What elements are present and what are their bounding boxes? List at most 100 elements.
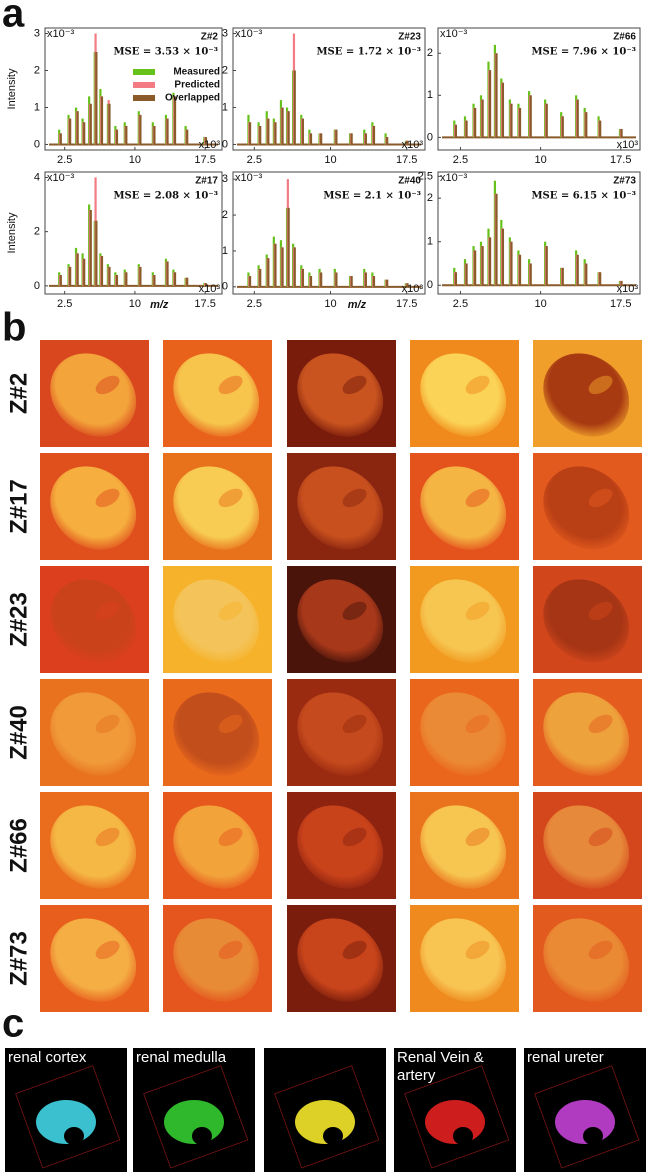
y-tick-label: 0 (222, 138, 228, 150)
tissue-hilum (342, 714, 367, 734)
tissue-section (297, 692, 384, 776)
y-tick-label: 3 (222, 173, 228, 185)
legend-swatch (133, 69, 155, 75)
legend-label: Measured (173, 67, 220, 78)
mse-annotation: MSE = 3.53 × 10⁻³ (113, 47, 218, 58)
tissue-section (297, 918, 384, 1002)
y-tick-label: 2 (427, 47, 433, 59)
render-label: renal medulla (136, 1049, 227, 1066)
y-tick-label: 2 (427, 192, 433, 204)
x-axis-label: m/z (150, 299, 169, 311)
tissue-section (173, 466, 260, 550)
plot-frame (232, 27, 426, 151)
chart-title: Z#23 (398, 32, 421, 43)
x-multiplier: x10³ (199, 283, 221, 295)
tissue-hilum (465, 827, 490, 847)
tissue-section (50, 353, 137, 437)
plot-frame (437, 27, 641, 151)
tissue-hilum (218, 714, 243, 734)
tissue-hilum (588, 601, 613, 621)
y-tick-label: 3 (222, 27, 228, 39)
y-tick-label: 1 (427, 236, 433, 248)
tissue-section (543, 353, 630, 437)
tissue-section (543, 579, 630, 663)
x-tick-label: 17.5 (610, 298, 631, 310)
x-tick-label: 10 (534, 154, 546, 166)
tissue-hilum (95, 601, 120, 621)
chart-title: Z#66 (613, 32, 636, 43)
x-tick-label: 2.5 (57, 298, 72, 310)
render-notch (192, 1127, 212, 1145)
tissue-hilum (465, 375, 490, 395)
tissue-hilum (465, 714, 490, 734)
tissue-section (420, 805, 507, 889)
y-tick-label: 1 (427, 89, 433, 101)
plot-frame (437, 171, 641, 295)
render-box (15, 1065, 121, 1169)
y-tick-label: 3 (34, 27, 40, 39)
y-tick-label: 4 (34, 171, 40, 183)
render-notch (64, 1127, 84, 1145)
x-tick-label: 2.5 (453, 154, 468, 166)
tissue-section (420, 353, 507, 437)
render-notch (453, 1127, 473, 1145)
mse-annotation: MSE = 1.72 × 10⁻³ (316, 47, 421, 58)
tissue-section (543, 692, 630, 776)
tissue-section (543, 918, 630, 1002)
tissue-hilum (342, 940, 367, 960)
y-tick-label: 0 (34, 280, 40, 292)
chart-title: Z#17 (195, 176, 218, 187)
x-tick-label: 17.5 (610, 154, 631, 166)
x-tick-label: 2.5 (453, 298, 468, 310)
y-multiplier: x10⁻³ (440, 28, 468, 40)
tissue-section (420, 918, 507, 1002)
row-label: Z#40 (5, 705, 32, 760)
row-label: Z#2 (5, 373, 32, 414)
y-tick-label: 0 (427, 131, 433, 143)
tissue-hilum (95, 940, 120, 960)
x-tick-label: 17.5 (194, 154, 215, 166)
tissue-section (543, 466, 630, 550)
tissue-section (50, 918, 137, 1002)
y-multiplier: x10⁻³ (440, 172, 468, 184)
y-tick-label: 2 (222, 64, 228, 76)
render-notch (583, 1127, 603, 1145)
tissue-hilum (588, 488, 613, 508)
render-label: Renal Vein & artery (397, 1049, 484, 1084)
render-box (274, 1065, 380, 1169)
tissue-section (297, 353, 384, 437)
tissue-hilum (588, 714, 613, 734)
render-notch (323, 1127, 343, 1145)
tissue-hilum (95, 488, 120, 508)
y-tick-label: 0 (34, 138, 40, 150)
tissue-hilum (218, 940, 243, 960)
tissue-hilum (342, 375, 367, 395)
tissue-section (50, 805, 137, 889)
tissue-hilum (95, 714, 120, 734)
tissue-hilum (95, 827, 120, 847)
tissue-section (297, 466, 384, 550)
x-multiplier: x10³ (617, 139, 639, 151)
tissue-section (173, 353, 260, 437)
tissue-section (173, 579, 260, 663)
tissue-section (50, 579, 137, 663)
x-multiplier: x10³ (402, 283, 424, 295)
x-tick-label: 10 (129, 154, 141, 166)
tissue-section (420, 692, 507, 776)
render-box (534, 1065, 640, 1169)
mse-annotation: MSE = 7.96 × 10⁻³ (531, 47, 636, 58)
y-tick-label: 0 (222, 281, 228, 293)
render-label-line: Renal Vein & (397, 1049, 484, 1066)
x-tick-label: 2.5 (247, 154, 262, 166)
y-multiplier: x10⁻³ (47, 172, 75, 184)
tissue-hilum (588, 827, 613, 847)
row-label: Z#17 (5, 479, 32, 534)
y-tick-label: 0 (427, 279, 433, 291)
y-multiplier: x10⁻³ (235, 28, 263, 40)
tissue-hilum (588, 375, 613, 395)
y-multiplier: x10⁻³ (235, 172, 263, 184)
plot-frame (232, 171, 426, 295)
y-tick-label: 2 (34, 226, 40, 238)
x-tick-label: 10 (324, 154, 336, 166)
